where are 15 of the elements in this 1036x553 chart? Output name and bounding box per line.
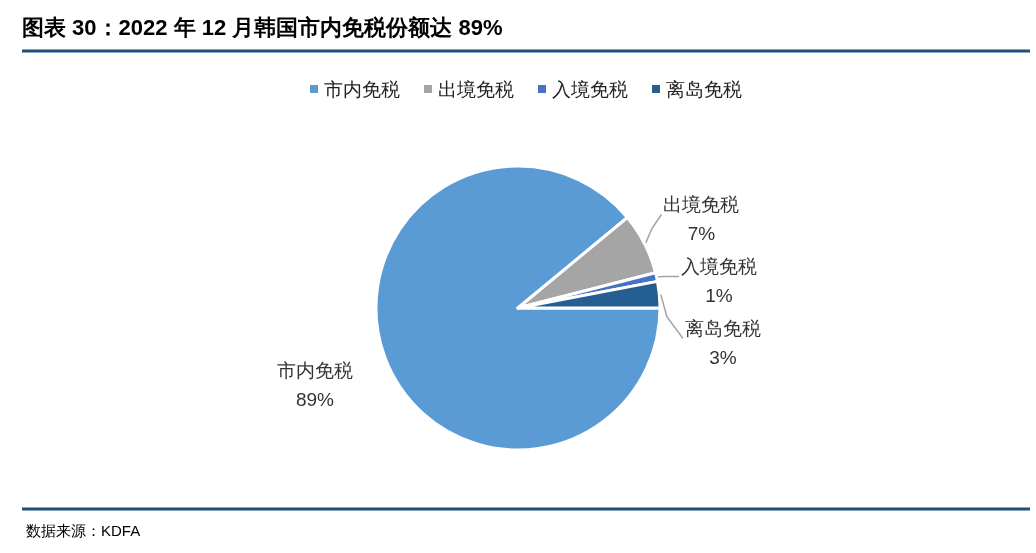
chart-title: 图表 30：2022 年 12 月韩国市内免税份额达 89% [22, 15, 503, 40]
legend-label: 离岛免税 [666, 79, 742, 100]
slice-label: 入境免税 [680, 255, 757, 277]
legend-label: 市内免税 [324, 79, 400, 100]
legend-label: 出境免税 [438, 79, 514, 100]
data-label: 89% [295, 389, 335, 411]
legend-label: 入境免税 [552, 79, 628, 100]
slice-label: 离岛免税 [684, 317, 761, 339]
pie-slice [374, 164, 662, 452]
source-note: 数据来源：KDFA [26, 522, 141, 539]
data-label: 1% [705, 284, 733, 306]
data-label: 3% [709, 346, 737, 368]
slice-label: 出境免税 [663, 193, 740, 215]
slice-label: 市内免税 [276, 360, 353, 382]
data-label: 7% [687, 222, 716, 244]
